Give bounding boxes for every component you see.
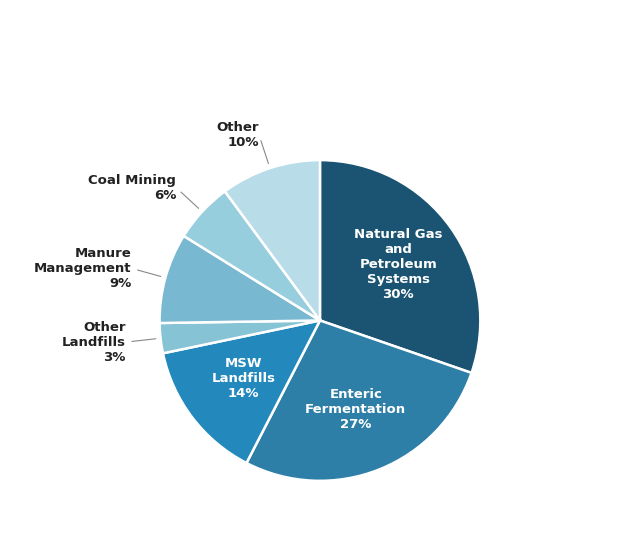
Wedge shape	[159, 321, 320, 353]
Wedge shape	[163, 321, 320, 463]
Text: Other
10%: Other 10%	[216, 121, 259, 149]
Text: Other
Landfills
3%: Other Landfills 3%	[61, 321, 125, 364]
Text: Coal Mining
6%: Coal Mining 6%	[88, 174, 176, 202]
Wedge shape	[159, 236, 320, 323]
Text: Manure
Management
9%: Manure Management 9%	[34, 247, 131, 290]
Wedge shape	[320, 160, 481, 373]
Wedge shape	[246, 321, 472, 481]
Text: Enteric
Fermentation
27%: Enteric Fermentation 27%	[305, 388, 406, 431]
Text: 2022 U.S. Methane Emissions, By Source: 2022 U.S. Methane Emissions, By Source	[48, 24, 592, 48]
Wedge shape	[225, 160, 320, 321]
Text: Natural Gas
and
Petroleum
Systems
30%: Natural Gas and Petroleum Systems 30%	[354, 228, 443, 301]
Text: MSW
Landfills
14%: MSW Landfills 14%	[211, 357, 275, 400]
Wedge shape	[184, 191, 320, 321]
